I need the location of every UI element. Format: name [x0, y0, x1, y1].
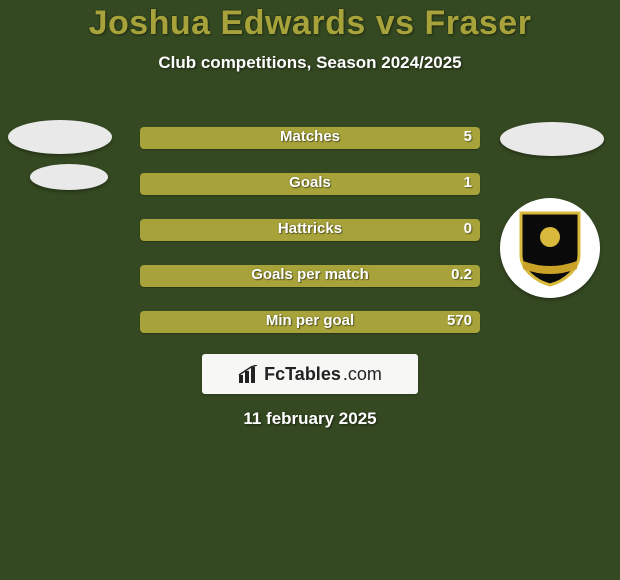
stat-bar: Min per goal570: [140, 311, 480, 333]
stat-bar-label: Matches: [140, 128, 480, 145]
shield-icon: [517, 209, 583, 287]
stat-bar-value-right: 5: [464, 128, 472, 145]
stat-bars: Matches5Goals1Hattricks0Goals per match0…: [140, 127, 480, 357]
club-badge-circle: [500, 198, 600, 298]
logo-text-bold: FcTables: [264, 364, 341, 385]
stat-bar-value-right: 1: [464, 174, 472, 191]
stat-bar-label: Goals per match: [140, 266, 480, 283]
stat-bar-label: Min per goal: [140, 312, 480, 329]
comparison-card: Joshua Edwards vs Fraser Club competitio…: [0, 0, 620, 580]
avatar-ellipse-right: [500, 122, 604, 156]
stat-bar-value-right: 0.2: [451, 266, 472, 283]
subtitle: Club competitions, Season 2024/2025: [0, 53, 620, 73]
stat-bar: Matches5: [140, 127, 480, 149]
page-title: Joshua Edwards vs Fraser: [0, 4, 620, 43]
stat-bar: Goals1: [140, 173, 480, 195]
avatar-ellipse-1: [8, 120, 112, 154]
stat-bar-value-right: 0: [464, 220, 472, 237]
stat-bar: Hattricks0: [140, 219, 480, 241]
stat-bar-label: Hattricks: [140, 220, 480, 237]
date-label: 11 february 2025: [0, 409, 620, 429]
fctables-logo[interactable]: FcTables.com: [202, 354, 418, 394]
logo-text-light: .com: [343, 364, 382, 385]
bars-icon: [238, 365, 262, 383]
player-left-avatar: [8, 120, 112, 190]
avatar-ellipse-2: [30, 164, 108, 190]
stat-bar-value-right: 570: [447, 312, 472, 329]
stat-bar-label: Goals: [140, 174, 480, 191]
stat-bar: Goals per match0.2: [140, 265, 480, 287]
player-right-badge: [500, 122, 600, 298]
